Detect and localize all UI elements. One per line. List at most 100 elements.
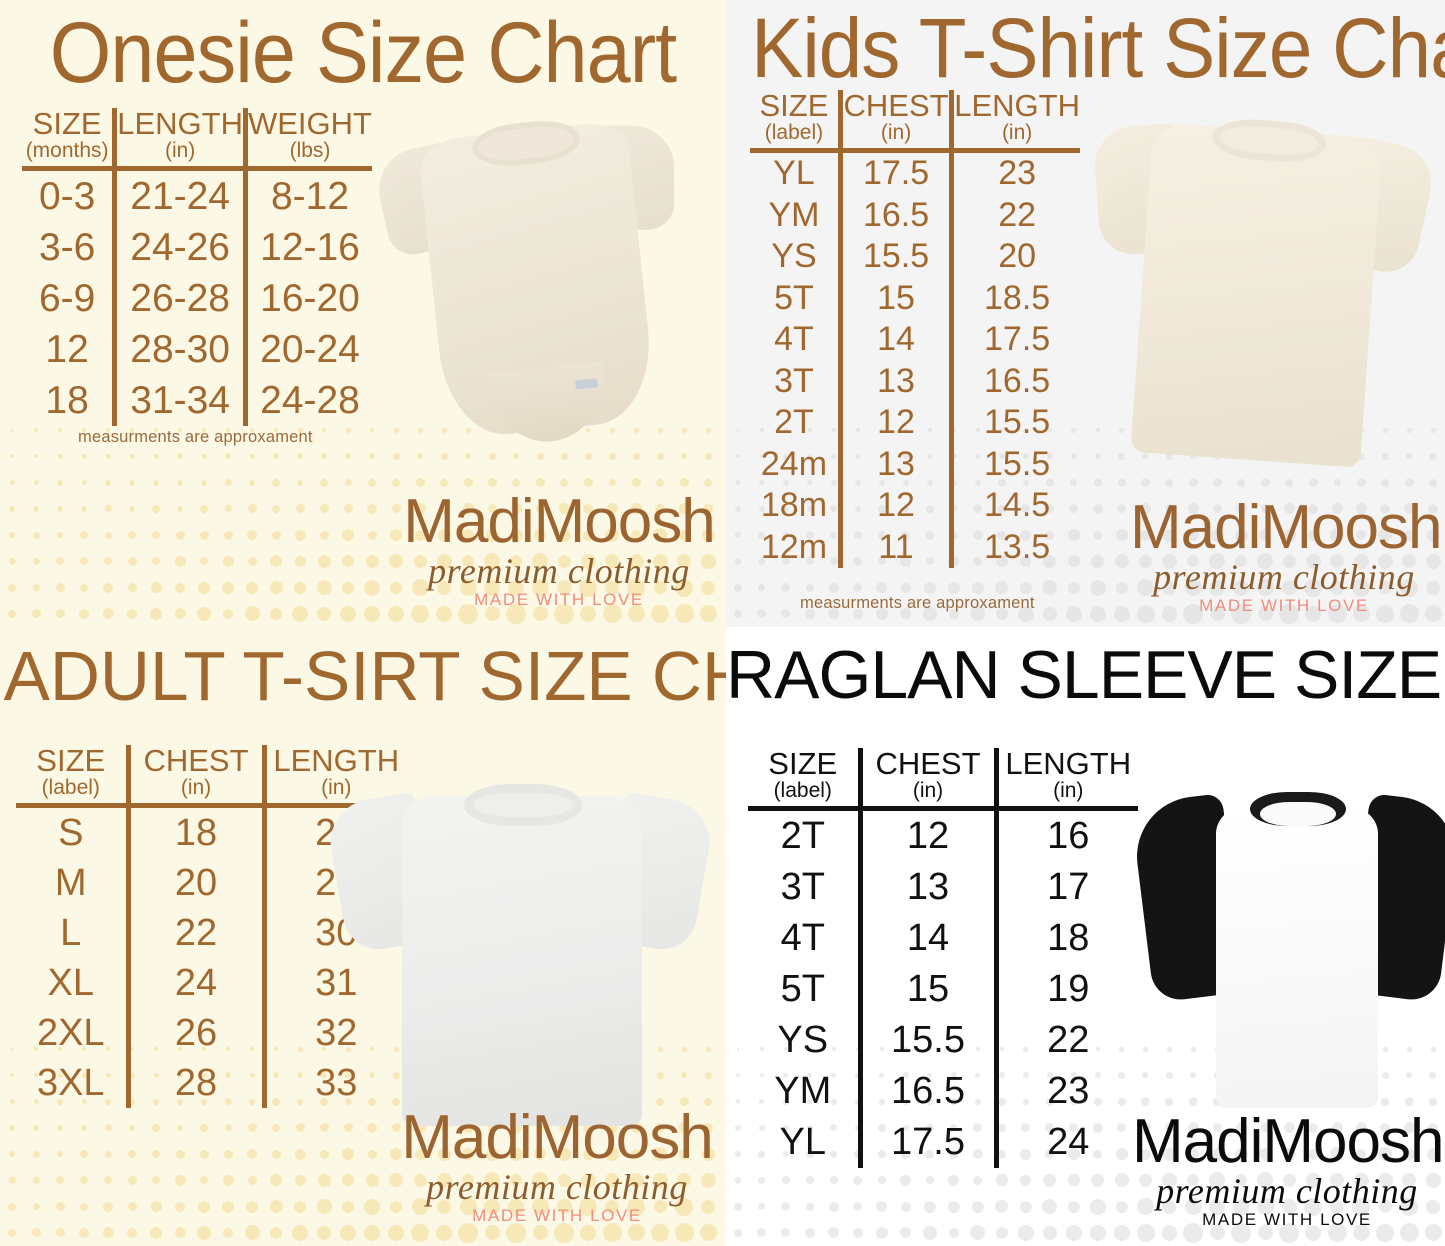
halftone-dot bbox=[674, 1223, 694, 1243]
halftone-dot bbox=[343, 504, 353, 514]
table-row: 3-6 24-26 12-16 bbox=[22, 222, 372, 273]
halftone-dot bbox=[365, 1173, 379, 1187]
panel-title-adult: ADULT T-SIRT SIZE CHART bbox=[3, 637, 890, 715]
halftone-dot bbox=[925, 1176, 934, 1185]
halftone-dot bbox=[1188, 478, 1198, 488]
halftone-dot bbox=[222, 555, 234, 567]
halftone-dot bbox=[152, 557, 160, 566]
halftone-dot bbox=[1115, 1200, 1128, 1213]
halftone-dot bbox=[152, 1176, 160, 1185]
halftone-dot bbox=[1065, 605, 1082, 622]
brand-slogan: MADE WITH LOVE bbox=[1202, 1210, 1372, 1229]
table-row: XL 24 31 bbox=[16, 958, 406, 1008]
halftone-dot bbox=[488, 452, 496, 460]
halftone-dot bbox=[294, 1200, 306, 1213]
halftone-dot bbox=[876, 1201, 888, 1213]
halftone-dot bbox=[1019, 1200, 1032, 1213]
halftone-dot bbox=[704, 452, 712, 460]
cell-size: S bbox=[58, 812, 84, 854]
cell-size: 12m bbox=[760, 527, 828, 566]
halftone-dot bbox=[1141, 478, 1150, 488]
halftone-dot bbox=[1285, 478, 1294, 487]
cell-measure-1: 28-30 bbox=[112, 324, 246, 375]
cell-size: YM bbox=[774, 1070, 832, 1112]
halftone-dot bbox=[9, 532, 15, 539]
halftone-dot bbox=[340, 605, 356, 622]
cell-measure-2: 20-24 bbox=[243, 324, 372, 375]
cell-size: M bbox=[54, 862, 87, 904]
halftone-dot bbox=[734, 583, 742, 592]
halftone-dot bbox=[1093, 478, 1102, 487]
table-row: 2T 12 15.5 bbox=[750, 402, 1080, 444]
halftone-dot bbox=[55, 609, 65, 619]
halftone-dot bbox=[272, 1123, 280, 1132]
halftone-dot bbox=[31, 1228, 41, 1238]
halftone-dot bbox=[174, 555, 186, 567]
halftone-dot bbox=[440, 478, 448, 487]
cell-measure-2: 20 bbox=[949, 236, 1080, 278]
cell-measure-2: 24-28 bbox=[243, 375, 372, 426]
halftone-dot bbox=[223, 1227, 233, 1238]
halftone-dot bbox=[1429, 478, 1437, 487]
halftone-dot bbox=[57, 532, 63, 539]
halftone-dot bbox=[294, 1148, 306, 1160]
halftone-dot bbox=[223, 530, 233, 540]
column-header-length: LENGTH (in) bbox=[949, 90, 1080, 148]
halftone-dot bbox=[319, 530, 329, 540]
brand-slogan: MADE WITH LOVE bbox=[474, 590, 644, 609]
halftone-dot bbox=[1117, 504, 1127, 514]
halftone-dot bbox=[270, 1174, 282, 1187]
halftone-dot bbox=[57, 505, 63, 512]
halftone-dot bbox=[392, 452, 400, 460]
halftone-dot bbox=[364, 1198, 380, 1215]
halftone-dot bbox=[411, 1223, 429, 1242]
size-table-raglan-grid: SIZE (label) CHEST (in) LENGTH (in) 2T 12… bbox=[748, 748, 1138, 1168]
table-row: 2T 12 16 bbox=[748, 811, 1138, 862]
halftone-dot bbox=[1067, 1200, 1080, 1213]
halftone-dot bbox=[152, 1150, 160, 1159]
brand-tagline: premium clothing bbox=[428, 551, 690, 591]
cell-measure-2: 15.5 bbox=[949, 402, 1080, 444]
halftone-dot bbox=[8, 1176, 16, 1184]
panel-onesie: Onesie Size Chart SIZE (months) LENGTH (… bbox=[0, 0, 726, 627]
halftone-dot bbox=[269, 1200, 283, 1214]
halftone-dot bbox=[9, 480, 15, 486]
header-rule bbox=[750, 148, 1080, 153]
halftone-dot bbox=[781, 609, 791, 619]
halftone-dot bbox=[9, 1124, 15, 1131]
halftone-dot bbox=[1113, 1224, 1130, 1241]
halftone-dot bbox=[1089, 605, 1106, 622]
halftone-dot bbox=[560, 478, 568, 487]
cell-measure-1: 26 bbox=[125, 1008, 264, 1058]
halftone-dot bbox=[1091, 554, 1105, 568]
cell-measure-1: 14 bbox=[857, 913, 996, 964]
halftone-dot bbox=[127, 608, 137, 619]
halftone-dot bbox=[532, 1225, 548, 1241]
halftone-dot bbox=[971, 1200, 984, 1213]
halftone-dot bbox=[104, 531, 112, 539]
table-header-row: SIZE (label) CHEST (in) LENGTH (in) bbox=[750, 90, 1080, 148]
table-row: 18 31-34 24-28 bbox=[22, 375, 372, 426]
halftone-dot bbox=[294, 1174, 306, 1186]
brand-logo-onesie: MadiMoosh premium clothing MADE WITH LOV… bbox=[398, 491, 720, 610]
halftone-dot bbox=[369, 453, 375, 460]
halftone-dot bbox=[56, 557, 64, 566]
halftone-dot bbox=[8, 583, 16, 592]
table-row: 5T 15 18.5 bbox=[750, 277, 1080, 319]
halftone-dot bbox=[272, 504, 280, 513]
halftone-dot bbox=[269, 581, 283, 595]
halftone-dot bbox=[513, 453, 519, 460]
halftone-dot bbox=[317, 606, 331, 621]
halftone-dot bbox=[1117, 478, 1126, 487]
cell-measure-2: 13.5 bbox=[949, 526, 1080, 568]
onesie-crotch bbox=[485, 361, 611, 448]
halftone-dot bbox=[734, 1202, 742, 1211]
halftone-dot bbox=[1091, 1173, 1105, 1187]
halftone-dot bbox=[995, 581, 1009, 595]
halftone-dot bbox=[198, 1200, 210, 1213]
halftone-dot bbox=[583, 478, 593, 488]
halftone-dot bbox=[320, 478, 328, 487]
halftone-dot bbox=[32, 1203, 40, 1211]
table-row: YL 17.5 24 bbox=[748, 1117, 1138, 1168]
column-header-chest: CHEST (in) bbox=[125, 745, 264, 803]
